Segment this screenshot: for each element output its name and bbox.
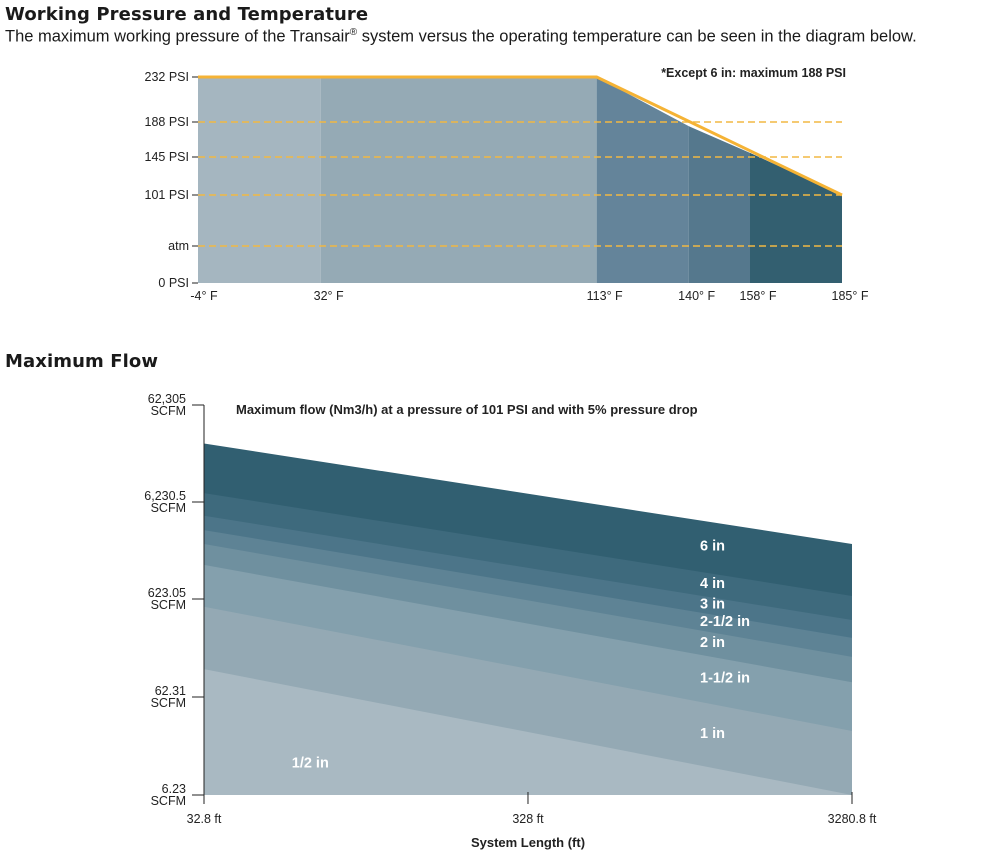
x-tick-label: 328 ft bbox=[512, 812, 544, 826]
y-tick-label: 232 PSI bbox=[145, 70, 189, 84]
pressure-band-0 bbox=[198, 77, 321, 283]
series-label: 2-1/2 in bbox=[700, 614, 750, 630]
pressure-band-2 bbox=[596, 77, 689, 283]
section-title-pressure: Working Pressure and Temperature bbox=[5, 4, 369, 25]
pressure-band-1 bbox=[320, 77, 597, 283]
y-tick-unit: SCFM bbox=[151, 404, 186, 418]
y-tick-label: 623.05 bbox=[148, 586, 186, 600]
x-tick-label: 140° F bbox=[678, 289, 715, 303]
pressure-temperature-chart: 232 PSI 188 PSI 145 PSI 101 PSI atm 0 PSI-4° … bbox=[145, 66, 869, 303]
flow-chart-title: Maximum flow (Nm3/h) at a pressure of 10… bbox=[236, 402, 698, 417]
x-tick-label: 32° F bbox=[314, 289, 344, 303]
x-tick-label: 185° F bbox=[832, 289, 869, 303]
y-tick-label: 0 PSI bbox=[158, 276, 189, 290]
section-description: The maximum working pressure of the Tran… bbox=[5, 27, 917, 47]
flow-band-1-2-in bbox=[204, 669, 852, 795]
x-tick-label: 113° F bbox=[587, 289, 623, 303]
chart-note: *Except 6 in: maximum 188 PSI bbox=[661, 66, 846, 80]
y-tick-label: atm bbox=[168, 239, 189, 253]
series-label: 1/2 in bbox=[292, 756, 329, 772]
pressure-band-3 bbox=[688, 126, 750, 283]
y-tick-label: 6.23 bbox=[162, 782, 186, 796]
y-tick-unit: SCFM bbox=[151, 598, 186, 612]
x-tick-label: -4° F bbox=[190, 289, 218, 303]
x-tick-label: 3280.8 ft bbox=[828, 812, 877, 826]
y-tick-unit: SCFM bbox=[151, 501, 186, 515]
y-tick-unit: SCFM bbox=[151, 696, 186, 710]
description-text: The maximum working pressure of the Tran… bbox=[5, 27, 350, 46]
series-label: 2 in bbox=[700, 635, 725, 651]
section-title-flow: Maximum Flow bbox=[5, 351, 159, 372]
max-pressure-curve bbox=[198, 75, 843, 197]
x-axis-label: System Length (ft) bbox=[471, 835, 585, 850]
y-tick-label: 188 PSI bbox=[145, 115, 189, 129]
registered-mark: ® bbox=[349, 27, 358, 38]
y-tick-label: 145 PSI bbox=[145, 150, 189, 164]
x-tick-label: 32.8 ft bbox=[187, 812, 222, 826]
y-tick-label: 62,305 bbox=[148, 392, 186, 406]
series-label: 6 in bbox=[700, 539, 725, 555]
y-tick-label: 62.31 bbox=[155, 684, 186, 698]
y-tick-label: 101 PSI bbox=[145, 188, 189, 202]
series-label: 1 in bbox=[700, 726, 725, 742]
x-tick-label: 158° F bbox=[740, 289, 777, 303]
series-label: 4 in bbox=[700, 576, 725, 592]
y-tick-unit: SCFM bbox=[151, 794, 186, 808]
y-tick-label: 6,230.5 bbox=[144, 489, 186, 503]
series-label: 3 in bbox=[700, 596, 725, 612]
series-label: 1-1/2 in bbox=[700, 671, 750, 687]
description-text-end: system versus the operating temperature … bbox=[357, 27, 917, 46]
